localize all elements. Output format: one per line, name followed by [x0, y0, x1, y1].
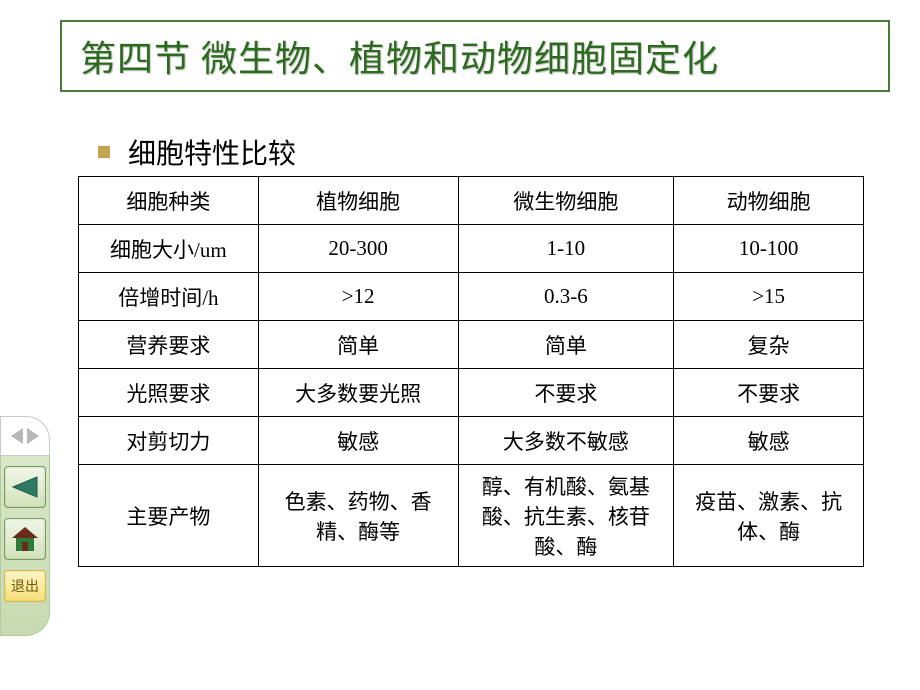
- bullet-text: 细胞特性比较: [128, 132, 296, 172]
- triangle-left-icon: [11, 428, 23, 444]
- table-header: 细胞种类: [79, 177, 259, 225]
- table-cell: 复杂: [674, 321, 864, 369]
- bullet-row: 细胞特性比较: [98, 132, 296, 172]
- prev-button[interactable]: [4, 466, 46, 508]
- nav-panel: 退出: [0, 416, 50, 636]
- table-cell: >15: [674, 273, 864, 321]
- table-cell: >12: [258, 273, 458, 321]
- table-row: 细胞种类 植物细胞 微生物细胞 动物细胞: [79, 177, 864, 225]
- triangle-right-icon: [27, 428, 39, 444]
- table-cell: 营养要求: [79, 321, 259, 369]
- table-cell: 简单: [258, 321, 458, 369]
- exit-button[interactable]: 退出: [4, 570, 46, 602]
- table-header: 微生物细胞: [458, 177, 674, 225]
- table-cell: 不要求: [458, 369, 674, 417]
- table-cell: 色素、药物、香精、酶等: [258, 465, 458, 567]
- table-row: 对剪切力 敏感 大多数不敏感 敏感: [79, 417, 864, 465]
- table-cell: 不要求: [674, 369, 864, 417]
- home-button[interactable]: [4, 518, 46, 560]
- table-cell: 10-100: [674, 225, 864, 273]
- table-cell: 醇、有机酸、氨基酸、抗生素、核苷酸、酶: [458, 465, 674, 567]
- table-row: 营养要求 简单 简单 复杂: [79, 321, 864, 369]
- table-cell: 倍增时间/h: [79, 273, 259, 321]
- table-cell: 敏感: [258, 417, 458, 465]
- table-cell: 1-10: [458, 225, 674, 273]
- nav-body: 退出: [0, 456, 50, 636]
- table-cell: 光照要求: [79, 369, 259, 417]
- slide-title: 第四节 微生物、植物和动物细胞固定化: [80, 30, 719, 82]
- table-row: 细胞大小/um 20-300 1-10 10-100: [79, 225, 864, 273]
- table-cell: 0.3-6: [458, 273, 674, 321]
- table-cell: 20-300: [258, 225, 458, 273]
- table-cell: 简单: [458, 321, 674, 369]
- table-cell: 大多数不敏感: [458, 417, 674, 465]
- table-row: 倍增时间/h >12 0.3-6 >15: [79, 273, 864, 321]
- arrow-left-icon: [11, 476, 39, 498]
- table-cell: 疫苗、激素、抗体、酶: [674, 465, 864, 567]
- nav-toggle[interactable]: [0, 416, 50, 456]
- table-cell: 大多数要光照: [258, 369, 458, 417]
- table-cell: 细胞大小/um: [79, 225, 259, 273]
- comparison-table: 细胞种类 植物细胞 微生物细胞 动物细胞 细胞大小/um 20-300 1-10…: [78, 176, 864, 567]
- table-cell: 主要产物: [79, 465, 259, 567]
- title-box: 第四节 微生物、植物和动物细胞固定化: [60, 20, 890, 92]
- table-cell: 对剪切力: [79, 417, 259, 465]
- exit-label: 退出: [11, 576, 39, 596]
- slide: 第四节 微生物、植物和动物细胞固定化 细胞特性比较 细胞种类 植物细胞 微生物细…: [0, 0, 920, 690]
- table-row: 光照要求 大多数要光照 不要求 不要求: [79, 369, 864, 417]
- table-header: 植物细胞: [258, 177, 458, 225]
- home-icon: [10, 525, 40, 553]
- table-row: 主要产物 色素、药物、香精、酶等 醇、有机酸、氨基酸、抗生素、核苷酸、酶 疫苗、…: [79, 465, 864, 567]
- bullet-icon: [98, 146, 110, 158]
- table-header: 动物细胞: [674, 177, 864, 225]
- table-cell: 敏感: [674, 417, 864, 465]
